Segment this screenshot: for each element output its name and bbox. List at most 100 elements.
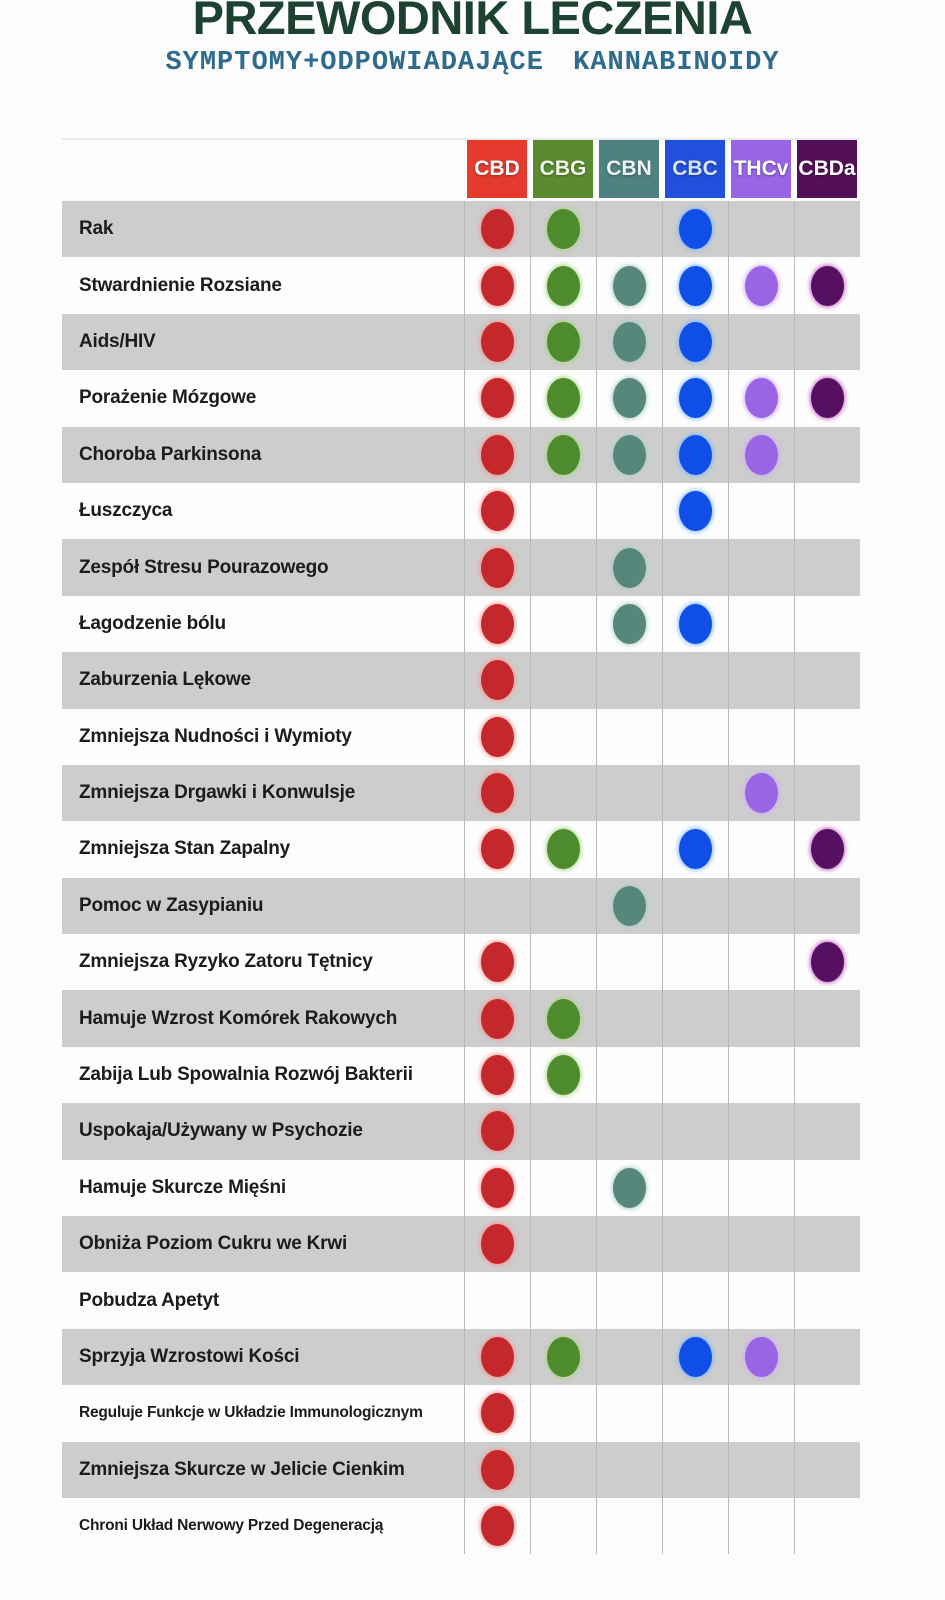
cbda-cell (794, 1497, 860, 1555)
header-label-spacer (62, 140, 464, 198)
cbc-cell (662, 201, 728, 258)
cbd-cell (464, 257, 530, 314)
symptom-label: Pomoc w Zasypianiu (79, 894, 264, 916)
cbc-cell (662, 595, 728, 653)
cbg-cell (530, 1497, 596, 1555)
cbd-dot (481, 1111, 514, 1152)
symptom-label: Uspokaja/Używany w Psychozie (79, 1120, 363, 1142)
cbc-cell (662, 652, 728, 709)
cbda-dot (811, 265, 844, 306)
cbn-cell (596, 1497, 662, 1555)
table-row: Choroba Parkinsona (62, 426, 860, 483)
cbd-cell (464, 313, 530, 371)
cbd-dot (481, 491, 514, 532)
page-title: PRZEWODNIK LECZENIA (192, 0, 753, 44)
symptom-label: Aids/HIV (79, 330, 156, 352)
table-row: Pobudza Apetyt (62, 1272, 860, 1329)
cbg-cell (530, 1216, 596, 1273)
table-row: Zmniejsza Ryzyko Zatoru Tętnicy (62, 934, 860, 991)
symptom-label: Reguluje Funkcje w Układzie Immunologicz… (79, 1404, 423, 1422)
table-body: Rak Stwardnienie Rozsiane Aids/HIV Porażeni… (62, 201, 860, 1555)
cbd-cell (464, 1103, 530, 1160)
thcv-cell (728, 1216, 794, 1273)
cbd-dot (481, 998, 514, 1039)
symptom-label: Porażenie Mózgowe (79, 387, 257, 409)
cbda-dot (811, 378, 844, 419)
cbd-dot (481, 434, 514, 475)
cbn-cell (596, 990, 662, 1047)
symptom-cannabinoid-table: CBD CBG CBN CBC THCv CBDa Rak Stwardnienie Roz… (62, 138, 860, 1555)
symptom-label: Stwardnienie Rozsiane (79, 274, 282, 296)
cbn-header-label: CBN (599, 140, 659, 198)
cbc-cell (662, 1159, 728, 1217)
cbd-cell (464, 370, 530, 427)
cbg-dot (547, 1055, 580, 1096)
cbn-dot (613, 547, 646, 588)
cbn-dot (613, 1167, 646, 1208)
cbc-dot (679, 491, 712, 532)
cbd-dot (481, 716, 514, 757)
cbg-cell (530, 877, 596, 935)
cbda-cell (794, 877, 860, 935)
symptom-label: Rak (79, 218, 114, 240)
cbd-cell (464, 708, 530, 765)
cbd-header-label: CBD (467, 140, 527, 198)
cbd-cell (464, 652, 530, 709)
thcv-cell (728, 595, 794, 653)
cbda-cell (794, 1385, 860, 1442)
column-header-cbd: CBD (464, 140, 530, 198)
cbda-cell (794, 1159, 860, 1217)
cbn-dot (613, 378, 646, 419)
cbd-dot (481, 209, 514, 250)
thcv-cell (728, 1328, 794, 1386)
cbn-cell (596, 539, 662, 596)
cbn-cell (596, 482, 662, 540)
thcv-cell (728, 426, 794, 483)
cbc-cell (662, 313, 728, 371)
cbg-cell (530, 595, 596, 653)
cbda-cell (794, 1046, 860, 1104)
symptom-label: Łagodzenie bólu (79, 612, 226, 634)
cbd-cell (464, 1385, 530, 1442)
cbc-dot (679, 378, 712, 419)
cbg-cell (530, 370, 596, 427)
thcv-dot (745, 265, 778, 306)
cbd-dot (481, 660, 514, 701)
thcv-cell (728, 1385, 794, 1442)
table-row: Zmniejsza Skurcze w Jelicie Cienkim (62, 1441, 860, 1498)
cbd-dot (481, 265, 514, 306)
table-row: Aids/HIV (62, 313, 860, 371)
cbg-cell (530, 652, 596, 709)
thcv-cell (728, 990, 794, 1047)
cbd-cell (464, 1328, 530, 1386)
table-row: Stwardnienie Rozsiane (62, 257, 860, 314)
cbd-dot (481, 321, 514, 362)
symptom-label: Pobudza Apetyt (79, 1289, 220, 1311)
cbd-cell (464, 201, 530, 258)
cbd-cell (464, 426, 530, 483)
cbg-cell (530, 1328, 596, 1386)
cbc-cell (662, 539, 728, 596)
cbn-cell (596, 1216, 662, 1273)
cbg-cell (530, 539, 596, 596)
cbg-cell (530, 1272, 596, 1329)
cbd-dot (481, 1506, 514, 1547)
table-row: Hamuje Skurcze Mięśni (62, 1159, 860, 1217)
cbg-cell (530, 1046, 596, 1104)
cbc-cell (662, 934, 728, 991)
table-header-row: CBD CBG CBN CBC THCv CBDa (62, 140, 860, 198)
thcv-header-label: THCv (731, 140, 791, 198)
table-row: Zabija Lub Spowalnia Rozwój Bakterii (62, 1046, 860, 1104)
cbd-cell (464, 1216, 530, 1273)
cbg-cell (530, 482, 596, 540)
cbda-cell (794, 257, 860, 314)
cbd-cell (464, 1497, 530, 1555)
cbda-dot (811, 829, 844, 870)
symptom-label: Sprzyja Wzrostowi Kości (79, 1346, 300, 1367)
cbn-dot (613, 265, 646, 306)
thcv-cell (728, 370, 794, 427)
symptom-label: Hamuje Skurcze Mięśni (79, 1176, 286, 1198)
column-header-cbc: CBC (662, 140, 728, 198)
thcv-cell (728, 821, 794, 878)
